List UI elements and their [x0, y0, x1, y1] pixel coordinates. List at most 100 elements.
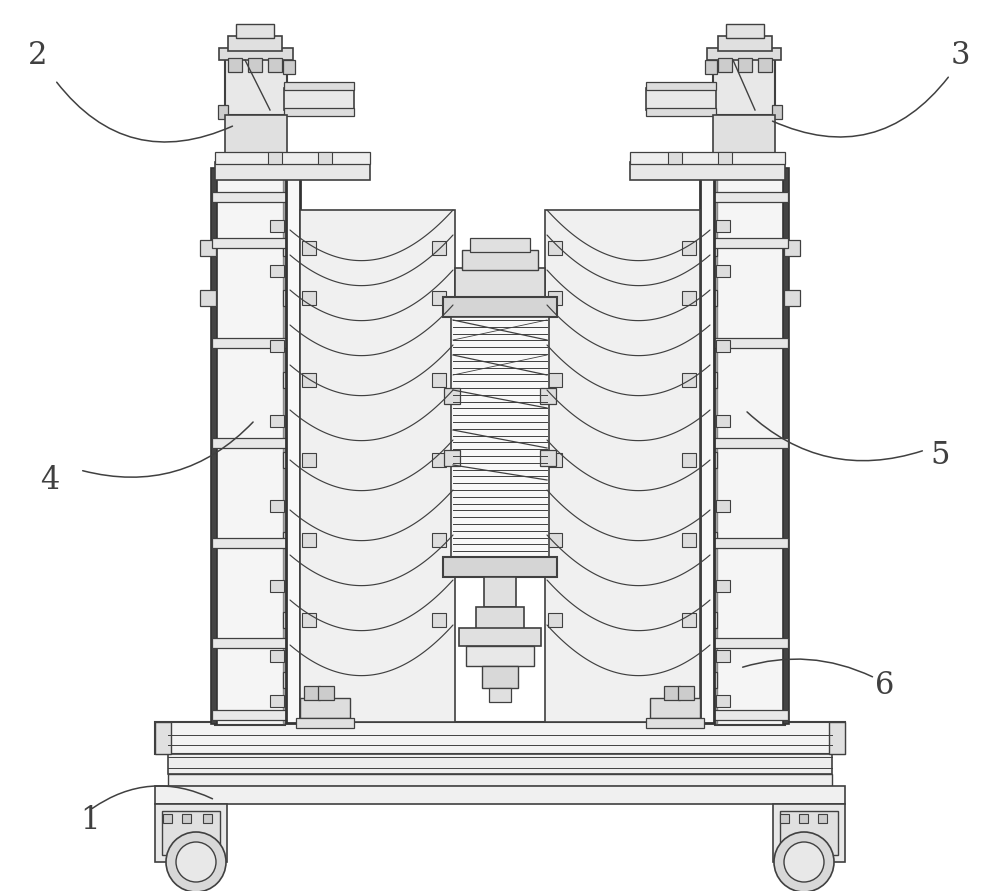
Bar [646, 88, 716, 110]
FancyArrowPatch shape [83, 422, 253, 478]
Bar [155, 722, 845, 754]
Bar [459, 628, 541, 646]
Bar [284, 108, 354, 116]
Bar [710, 338, 788, 348]
Bar [155, 786, 845, 804]
Bar [799, 814, 808, 823]
Bar [318, 686, 334, 700]
Circle shape [176, 842, 216, 882]
Bar [284, 88, 354, 110]
Bar [829, 722, 845, 754]
Bar [783, 168, 789, 724]
Bar [155, 804, 227, 862]
Bar [784, 290, 800, 306]
Bar [780, 814, 789, 823]
Bar [716, 340, 730, 352]
Bar [716, 695, 730, 707]
Bar [705, 60, 717, 74]
Bar [300, 698, 350, 718]
Bar [548, 291, 562, 305]
Bar [212, 710, 290, 720]
Bar [707, 48, 781, 60]
Bar [718, 58, 732, 72]
Bar [455, 268, 545, 298]
Bar [682, 453, 696, 467]
Bar [212, 438, 290, 448]
Bar [710, 192, 788, 202]
Bar [215, 175, 285, 725]
Bar [432, 291, 446, 305]
Bar [710, 238, 788, 248]
Bar [548, 613, 562, 627]
Bar [818, 814, 827, 823]
Bar [716, 580, 730, 592]
Bar [701, 290, 717, 306]
Bar [283, 175, 291, 723]
Bar [716, 220, 730, 232]
Text: 6: 6 [875, 669, 895, 700]
Bar [710, 438, 788, 448]
Bar [168, 774, 832, 786]
Bar [443, 297, 557, 317]
Bar [716, 500, 730, 512]
Bar [270, 695, 284, 707]
Bar [432, 373, 446, 387]
Bar [212, 538, 290, 548]
Bar [212, 192, 290, 202]
Bar [432, 453, 446, 467]
Bar [318, 152, 332, 164]
Circle shape [784, 842, 824, 882]
Bar [682, 291, 696, 305]
Bar [283, 452, 299, 468]
Bar [444, 450, 460, 466]
Bar [548, 373, 562, 387]
Bar [283, 532, 299, 548]
Bar [701, 532, 717, 548]
Bar [155, 722, 171, 754]
Bar [212, 338, 290, 348]
Bar [302, 613, 316, 627]
Bar [200, 240, 216, 256]
Bar [548, 453, 562, 467]
Bar [710, 538, 788, 548]
Bar [715, 175, 785, 725]
Circle shape [166, 832, 226, 891]
Bar [540, 450, 556, 466]
Text: 2: 2 [28, 39, 48, 70]
Bar [268, 152, 282, 164]
Bar [548, 533, 562, 547]
FancyArrowPatch shape [92, 786, 213, 808]
Bar [283, 290, 299, 306]
Bar [466, 646, 534, 666]
Bar [248, 58, 262, 72]
Bar [758, 58, 772, 72]
Bar [780, 811, 838, 855]
Bar [218, 105, 228, 119]
Bar [646, 82, 716, 90]
Bar [682, 241, 696, 255]
FancyArrowPatch shape [773, 78, 948, 137]
Bar [228, 36, 282, 51]
Bar [451, 317, 549, 557]
Bar [700, 175, 714, 723]
Bar [300, 210, 455, 722]
Text: 5: 5 [930, 439, 950, 470]
Bar [716, 650, 730, 662]
Bar [482, 666, 518, 688]
Bar [646, 718, 704, 728]
Bar [432, 533, 446, 547]
Bar [678, 686, 694, 700]
Bar [443, 557, 557, 577]
Bar [270, 650, 284, 662]
Bar [630, 162, 785, 180]
Bar [304, 686, 320, 700]
Bar [540, 388, 556, 404]
Bar [726, 24, 764, 38]
Bar [270, 220, 284, 232]
Bar [283, 612, 299, 628]
Bar [432, 613, 446, 627]
Bar [283, 240, 299, 256]
Bar [718, 36, 772, 51]
Bar [701, 452, 717, 468]
Bar [716, 265, 730, 277]
